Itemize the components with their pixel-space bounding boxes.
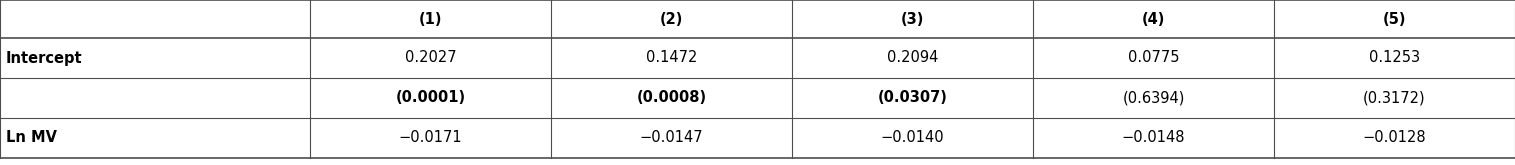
Text: −0.0140: −0.0140	[880, 131, 944, 146]
Text: (0.3172): (0.3172)	[1364, 90, 1426, 105]
Text: (0.0307): (0.0307)	[877, 90, 947, 105]
Text: Intercept: Intercept	[6, 50, 83, 66]
Text: −0.0148: −0.0148	[1121, 131, 1185, 146]
Text: 0.1472: 0.1472	[645, 50, 697, 66]
Text: (3): (3)	[901, 12, 924, 27]
Text: (0.6394): (0.6394)	[1123, 90, 1185, 105]
Text: 0.0775: 0.0775	[1127, 50, 1179, 66]
Text: (4): (4)	[1142, 12, 1165, 27]
Text: (5): (5)	[1383, 12, 1406, 27]
Text: Ln MV: Ln MV	[6, 131, 58, 146]
Text: 0.2094: 0.2094	[886, 50, 938, 66]
Text: −0.0171: −0.0171	[398, 131, 462, 146]
Text: −0.0128: −0.0128	[1362, 131, 1426, 146]
Text: (1): (1)	[418, 12, 442, 27]
Text: 0.2027: 0.2027	[405, 50, 456, 66]
Text: −0.0147: −0.0147	[639, 131, 703, 146]
Text: (2): (2)	[661, 12, 683, 27]
Text: (0.0001): (0.0001)	[395, 90, 465, 105]
Text: 0.1253: 0.1253	[1370, 50, 1420, 66]
Text: (0.0008): (0.0008)	[636, 90, 706, 105]
